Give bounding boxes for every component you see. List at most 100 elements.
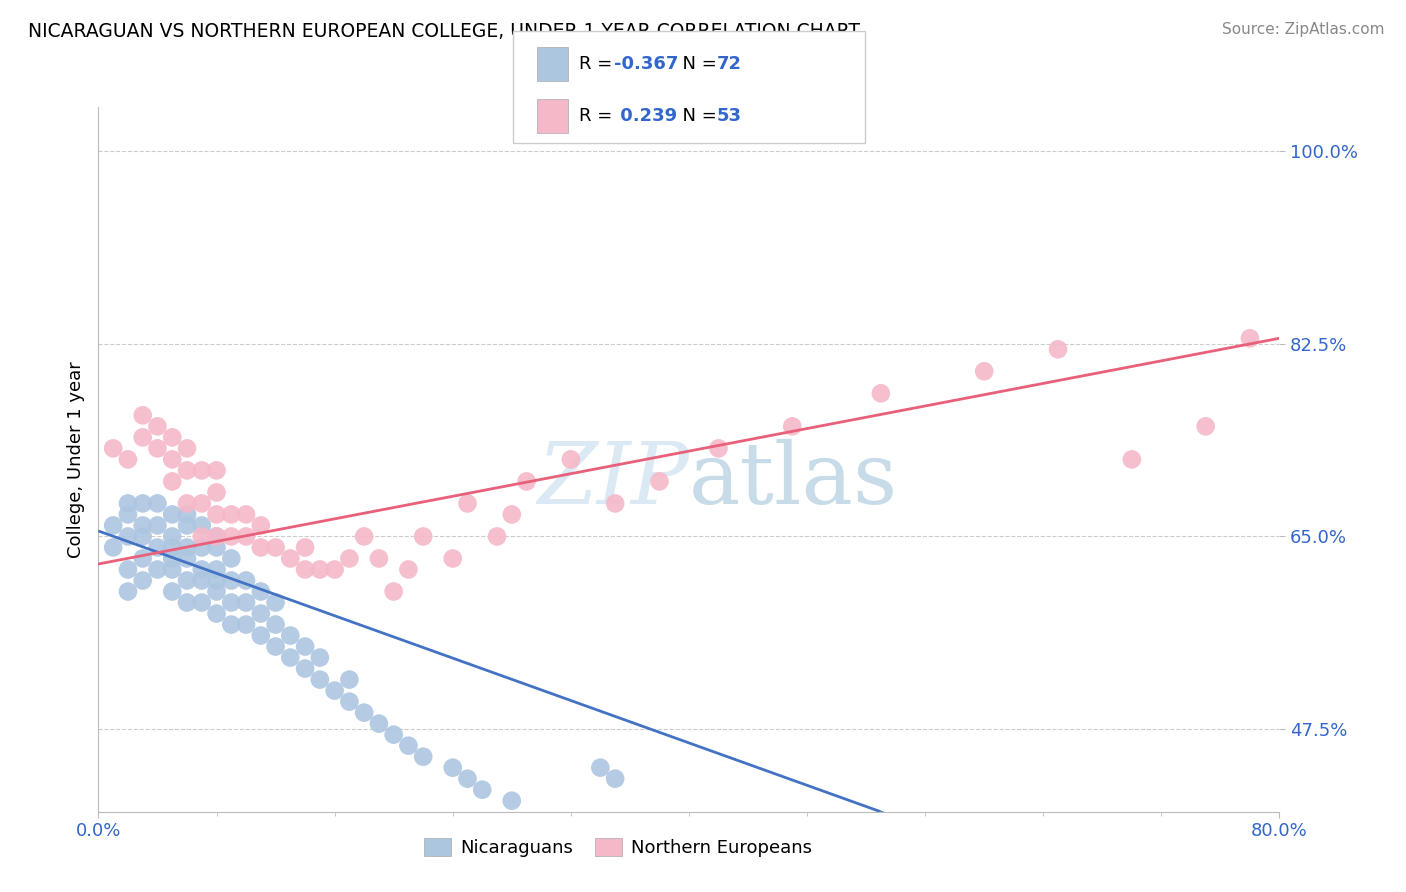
Point	[235, 574, 257, 588]
Point	[501, 508, 523, 522]
Point	[398, 562, 420, 576]
Point	[191, 562, 214, 576]
Point	[353, 706, 375, 720]
Point	[323, 562, 346, 576]
Point	[162, 529, 183, 543]
Point	[191, 463, 214, 477]
Point	[294, 541, 316, 555]
Point	[117, 562, 139, 576]
Point	[309, 650, 332, 665]
Point	[117, 452, 139, 467]
Point	[176, 541, 198, 555]
Point	[368, 551, 391, 566]
Point	[1239, 331, 1261, 345]
Point	[162, 551, 183, 566]
Point	[132, 496, 155, 510]
Point	[205, 529, 228, 543]
Point	[205, 508, 228, 522]
Point	[250, 541, 273, 555]
Point	[191, 518, 214, 533]
Text: Source: ZipAtlas.com: Source: ZipAtlas.com	[1222, 22, 1385, 37]
Point	[560, 452, 582, 467]
Point	[205, 529, 228, 543]
Text: 0.239: 0.239	[614, 107, 678, 125]
Point	[191, 574, 214, 588]
Point	[471, 782, 494, 797]
Point	[382, 728, 405, 742]
Text: atlas: atlas	[689, 439, 898, 522]
Point	[176, 551, 198, 566]
Text: R =: R =	[579, 107, 619, 125]
Point	[250, 629, 273, 643]
Point	[782, 419, 804, 434]
Point	[309, 673, 332, 687]
Point	[162, 452, 183, 467]
Point	[176, 442, 198, 456]
Point	[162, 541, 183, 555]
Point	[132, 574, 155, 588]
Point	[176, 595, 198, 609]
Point	[146, 518, 169, 533]
Text: 53: 53	[717, 107, 742, 125]
Point	[264, 640, 287, 654]
Point	[250, 518, 273, 533]
Point	[117, 496, 139, 510]
Point	[412, 749, 434, 764]
Point	[589, 761, 612, 775]
Point	[146, 562, 169, 576]
Point	[221, 529, 243, 543]
Y-axis label: College, Under 1 year: College, Under 1 year	[66, 361, 84, 558]
Point	[221, 595, 243, 609]
Point	[132, 430, 155, 444]
Point	[117, 584, 139, 599]
Point	[398, 739, 420, 753]
Point	[205, 562, 228, 576]
Point	[205, 574, 228, 588]
Point	[221, 574, 243, 588]
Point	[146, 541, 169, 555]
Text: N =: N =	[671, 55, 723, 73]
Point	[368, 716, 391, 731]
Point	[103, 518, 125, 533]
Point	[870, 386, 893, 401]
Point	[191, 529, 214, 543]
Point	[221, 508, 243, 522]
Point	[605, 772, 627, 786]
Point	[264, 617, 287, 632]
Point	[353, 529, 375, 543]
Point	[973, 364, 995, 378]
Point	[441, 551, 464, 566]
Point	[264, 541, 287, 555]
Point	[162, 475, 183, 489]
Point	[457, 772, 479, 786]
Text: 72: 72	[717, 55, 742, 73]
Point	[162, 562, 183, 576]
Point	[146, 442, 169, 456]
Point	[294, 640, 316, 654]
Point	[176, 508, 198, 522]
Point	[117, 529, 139, 543]
Point	[501, 794, 523, 808]
Point	[323, 683, 346, 698]
Point	[162, 430, 183, 444]
Point	[294, 562, 316, 576]
Point	[339, 551, 361, 566]
Point	[205, 485, 228, 500]
Point	[707, 442, 730, 456]
Point	[205, 607, 228, 621]
Point	[309, 562, 332, 576]
Point	[176, 574, 198, 588]
Point	[412, 529, 434, 543]
Point	[280, 629, 302, 643]
Point	[146, 496, 169, 510]
Point	[235, 508, 257, 522]
Point	[162, 584, 183, 599]
Point	[132, 551, 155, 566]
Text: N =: N =	[671, 107, 723, 125]
Point	[294, 662, 316, 676]
Point	[205, 541, 228, 555]
Text: R =: R =	[579, 55, 619, 73]
Point	[176, 463, 198, 477]
Point	[339, 673, 361, 687]
Point	[280, 650, 302, 665]
